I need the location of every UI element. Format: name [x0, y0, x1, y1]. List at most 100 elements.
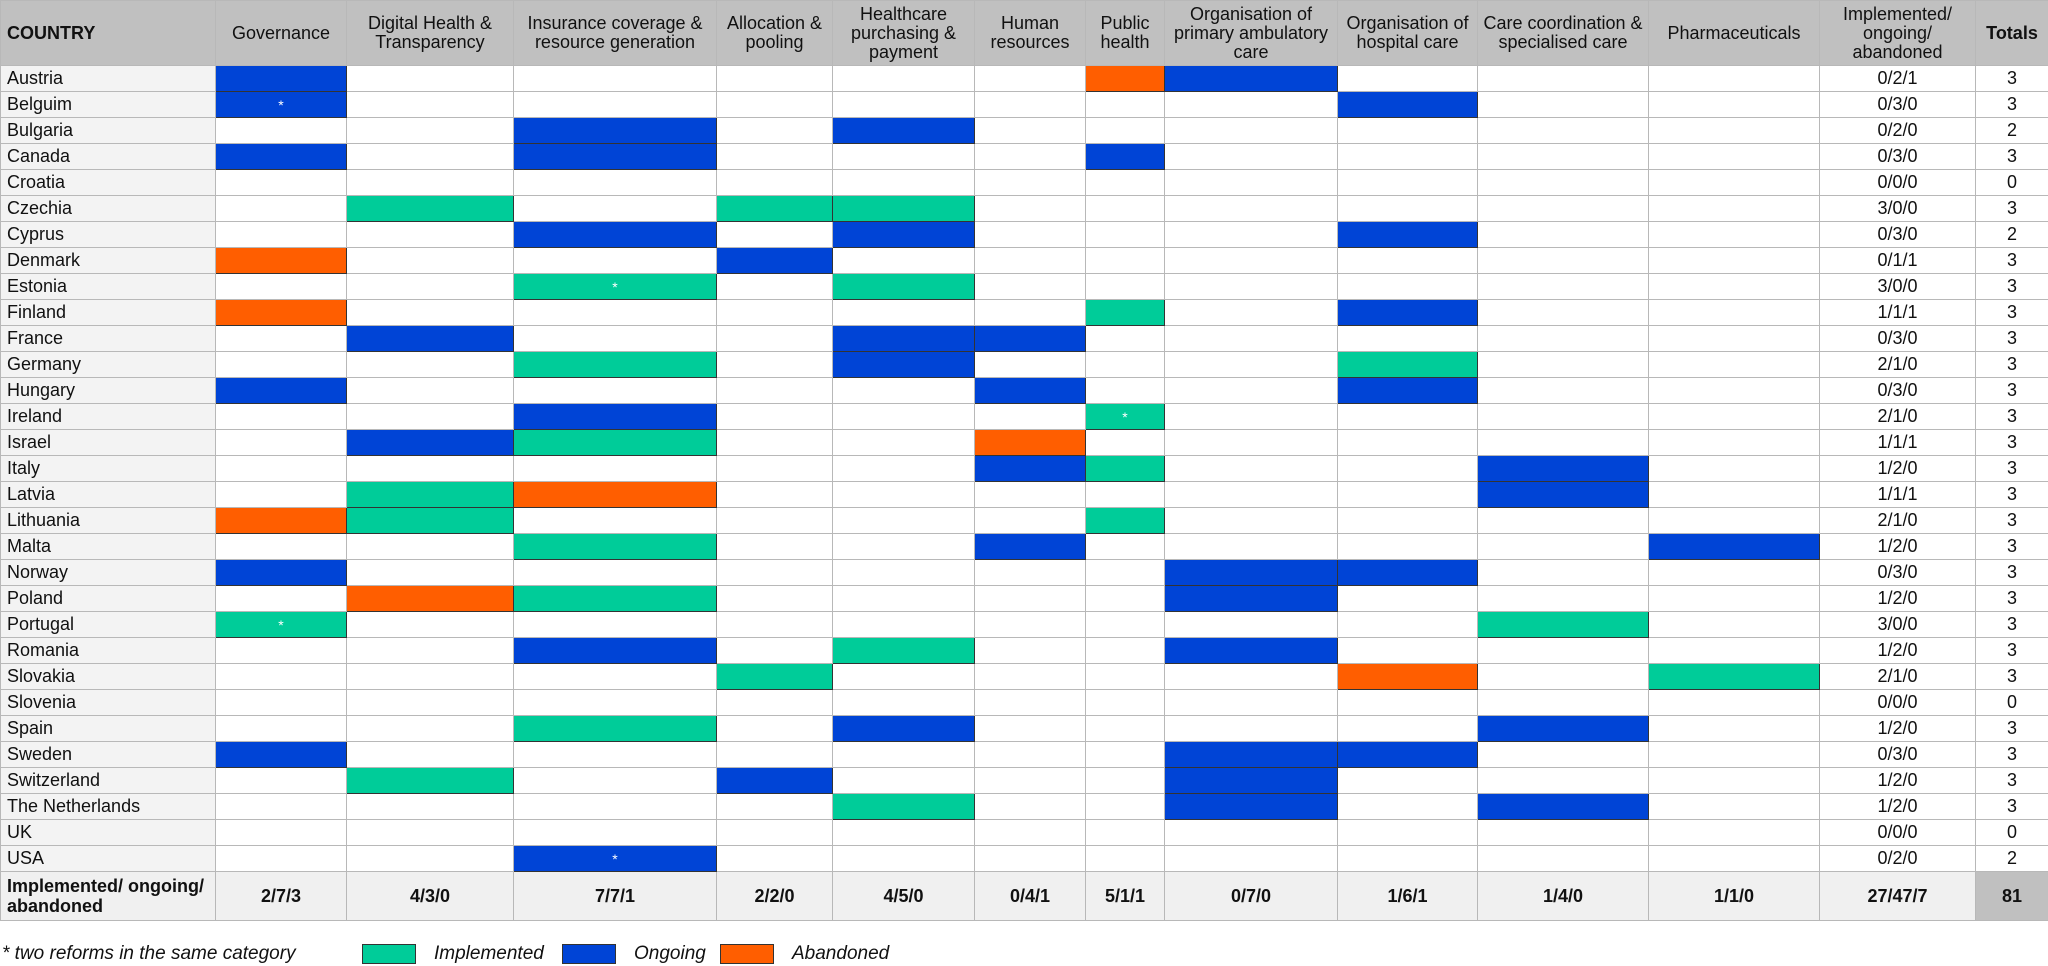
reform-cell	[1085, 117, 1165, 144]
reform-cell	[1085, 273, 1165, 300]
reform-cell	[346, 455, 514, 482]
reform-cell	[346, 559, 514, 586]
reform-cell	[346, 299, 514, 326]
reform-cell	[215, 117, 347, 144]
reform-cell	[215, 195, 347, 222]
reform-cell	[513, 507, 717, 534]
reform-cell	[1337, 299, 1478, 326]
reform-cell	[215, 273, 347, 300]
table-row: Italy 1/2/0 3	[0, 455, 2048, 482]
reform-cell	[832, 273, 975, 300]
reform-cell	[1648, 715, 1820, 742]
reform-cell	[215, 169, 347, 196]
reform-cell	[1337, 221, 1478, 248]
table-row: Croatia 0/0/0 0	[0, 169, 2048, 196]
reform-cell	[974, 195, 1086, 222]
two-reforms-marker: *	[278, 616, 284, 633]
reform-cell	[346, 663, 514, 690]
reform-cell	[346, 247, 514, 274]
column-header: COUNTRY	[0, 0, 216, 66]
reform-cell	[716, 533, 833, 560]
reform-cell	[716, 637, 833, 664]
reform-cell	[1164, 65, 1338, 92]
reform-cell	[832, 689, 975, 716]
reform-cell	[346, 715, 514, 742]
row-summary: 1/2/0	[1819, 793, 1976, 820]
reform-cell	[1164, 455, 1338, 482]
table-row: Canada 0/3/0 3	[0, 143, 2048, 170]
reform-cell	[716, 65, 833, 92]
reform-cell	[215, 325, 347, 352]
reform-cell	[832, 247, 975, 274]
reform-cell	[513, 819, 717, 846]
reform-cell	[832, 195, 975, 222]
legend-label: Ongoing	[634, 943, 706, 964]
row-summary: 0/3/0	[1819, 325, 1976, 352]
reform-cell	[716, 767, 833, 794]
reform-cell	[1085, 91, 1165, 118]
two-reforms-marker: *	[612, 278, 618, 295]
reform-cell	[513, 351, 717, 378]
reform-cell	[974, 117, 1086, 144]
row-total: 3	[1975, 143, 2048, 170]
table-row: Cyprus 0/3/0 2	[0, 221, 2048, 248]
table-row: The Netherlands 1/2/0 3	[0, 793, 2048, 820]
reform-cell	[346, 195, 514, 222]
reform-cell	[513, 247, 717, 274]
row-total: 3	[1975, 273, 2048, 300]
reform-cell	[1085, 741, 1165, 768]
reform-cell	[716, 247, 833, 274]
reform-cell	[1337, 533, 1478, 560]
table-row: UK 0/0/0 0	[0, 819, 2048, 846]
reform-cell	[215, 793, 347, 820]
reform-cell	[716, 507, 833, 534]
reform-cell	[974, 377, 1086, 404]
reform-cell	[1085, 143, 1165, 170]
row-total: 2	[1975, 845, 2048, 872]
row-summary: 0/3/0	[1819, 741, 1976, 768]
reform-cell	[1477, 637, 1649, 664]
reform-cell	[1477, 169, 1649, 196]
reform-cell	[832, 221, 975, 248]
row-total: 3	[1975, 637, 2048, 664]
reform-cell	[1477, 221, 1649, 248]
column-header: Care coordination & specialised care	[1477, 0, 1649, 66]
legend-label: Implemented	[434, 943, 544, 964]
column-summary: 0/4/1	[974, 871, 1086, 921]
reform-cell	[1085, 559, 1165, 586]
reform-cell	[716, 819, 833, 846]
reform-cell	[1477, 143, 1649, 170]
country-name: Germany	[0, 351, 216, 378]
row-summary: 1/1/1	[1819, 299, 1976, 326]
reform-cell	[974, 299, 1086, 326]
reform-cell	[716, 91, 833, 118]
reform-cell	[215, 715, 347, 742]
table-row: Israel 1/1/1 3	[0, 429, 2048, 456]
legend-abandoned: Abandoned	[720, 943, 889, 965]
reform-cell	[1477, 845, 1649, 872]
reform-cell	[346, 65, 514, 92]
legend-note: * two reforms in the same category	[2, 943, 296, 964]
reform-cell	[1164, 403, 1338, 430]
reform-cell	[716, 195, 833, 222]
reform-cell	[1085, 429, 1165, 456]
reform-cell	[716, 325, 833, 352]
reform-cell	[346, 767, 514, 794]
legend-implemented: Implemented	[362, 943, 544, 965]
row-summary: 3/0/0	[1819, 195, 1976, 222]
reform-cell	[1477, 117, 1649, 144]
reform-cell	[1648, 91, 1820, 118]
reform-cell	[1648, 585, 1820, 612]
table-row: Romania 1/2/0 3	[0, 637, 2048, 664]
reform-cell	[1648, 689, 1820, 716]
row-total: 3	[1975, 611, 2048, 638]
legend-label: Abandoned	[792, 943, 890, 964]
reform-cell	[1164, 91, 1338, 118]
reform-cell	[1648, 507, 1820, 534]
country-name: Italy	[0, 455, 216, 482]
reform-cell	[1477, 273, 1649, 300]
column-header: Totals	[1975, 0, 2048, 66]
table-row: Slovenia 0/0/0 0	[0, 689, 2048, 716]
row-total: 3	[1975, 559, 2048, 586]
reform-cell	[215, 299, 347, 326]
